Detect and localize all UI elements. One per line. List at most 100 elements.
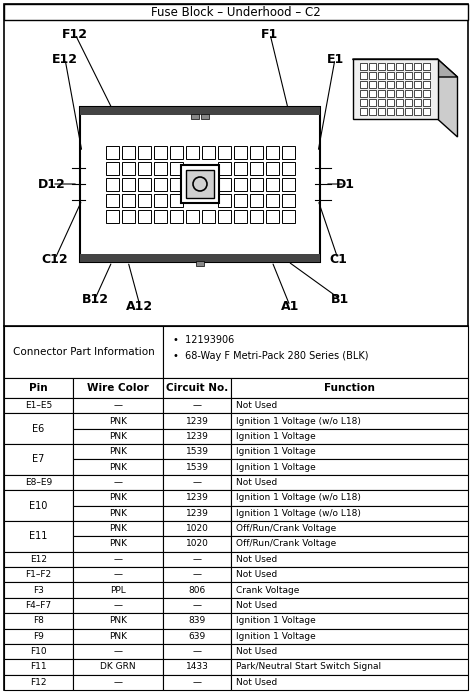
Bar: [4, 567, 73, 582]
Text: PNK: PNK: [109, 463, 127, 472]
Bar: [202, 146, 214, 158]
Bar: [73, 675, 163, 690]
Bar: [231, 598, 468, 613]
Text: —: —: [113, 401, 123, 410]
Text: F12: F12: [62, 28, 88, 40]
Bar: [163, 598, 231, 613]
Bar: [73, 459, 163, 475]
Text: A1: A1: [281, 300, 299, 312]
Bar: [169, 178, 183, 190]
Text: —: —: [113, 601, 123, 610]
Bar: [378, 90, 385, 97]
Bar: [265, 178, 278, 190]
Text: E10: E10: [29, 500, 48, 511]
Text: PNK: PNK: [109, 509, 127, 518]
Text: F10: F10: [30, 647, 47, 656]
Polygon shape: [438, 59, 457, 137]
Bar: [163, 582, 231, 598]
Bar: [73, 398, 163, 414]
Text: Ignition 1 Voltage: Ignition 1 Voltage: [236, 448, 316, 456]
Bar: [73, 629, 163, 644]
Bar: [137, 162, 151, 174]
Bar: [231, 490, 468, 505]
Text: Function: Function: [324, 383, 375, 393]
Text: F11: F11: [30, 663, 47, 672]
Text: PNK: PNK: [109, 616, 127, 625]
Bar: [4, 629, 73, 644]
Bar: [181, 165, 219, 203]
Bar: [163, 459, 231, 475]
Bar: [153, 162, 167, 174]
Bar: [396, 63, 403, 70]
Text: Off/Run/Crank Voltage: Off/Run/Crank Voltage: [236, 539, 336, 548]
Bar: [137, 210, 151, 223]
Bar: [231, 659, 468, 675]
Bar: [163, 429, 231, 444]
Bar: [414, 63, 421, 70]
Bar: [218, 210, 230, 223]
Bar: [218, 162, 230, 174]
Bar: [4, 675, 73, 690]
Text: Not Used: Not Used: [236, 647, 277, 656]
Bar: [369, 90, 376, 97]
Bar: [163, 475, 231, 490]
Text: •  68-Way F Metri-Pack 280 Series (BLK): • 68-Way F Metri-Pack 280 Series (BLK): [173, 351, 369, 361]
Text: C1: C1: [329, 253, 347, 266]
Text: F1–F2: F1–F2: [25, 570, 51, 579]
Text: Not Used: Not Used: [236, 478, 277, 487]
Bar: [369, 72, 376, 79]
Bar: [163, 675, 231, 690]
Bar: [414, 81, 421, 88]
Text: PNK: PNK: [109, 524, 127, 533]
Text: Ignition 1 Voltage (w/o L18): Ignition 1 Voltage (w/o L18): [236, 509, 361, 518]
Bar: [281, 146, 295, 158]
Bar: [137, 194, 151, 207]
Text: —: —: [193, 401, 202, 410]
Text: Fuse Block – Underhood – C2: Fuse Block – Underhood – C2: [151, 6, 321, 19]
Bar: [163, 644, 231, 659]
Bar: [80, 106, 320, 115]
Bar: [73, 567, 163, 582]
Bar: [137, 178, 151, 190]
Bar: [73, 414, 163, 429]
Text: Not Used: Not Used: [236, 601, 277, 610]
Bar: [106, 178, 118, 190]
Bar: [153, 178, 167, 190]
Text: PNK: PNK: [109, 448, 127, 456]
Text: Not Used: Not Used: [236, 555, 277, 564]
Bar: [387, 72, 394, 79]
Bar: [378, 63, 385, 70]
Text: Not Used: Not Used: [236, 678, 277, 687]
Text: Ignition 1 Voltage: Ignition 1 Voltage: [236, 616, 316, 625]
Bar: [80, 253, 320, 262]
Bar: [169, 194, 183, 207]
Bar: [169, 146, 183, 158]
Text: PNK: PNK: [109, 493, 127, 502]
Bar: [73, 444, 163, 459]
Text: Off/Run/Crank Voltage: Off/Run/Crank Voltage: [236, 524, 336, 533]
Bar: [163, 398, 231, 414]
Text: E1–E5: E1–E5: [25, 401, 52, 410]
Bar: [378, 99, 385, 106]
Bar: [234, 210, 246, 223]
Text: —: —: [193, 647, 202, 656]
Bar: [423, 108, 430, 115]
Bar: [353, 59, 438, 119]
Text: PNK: PNK: [109, 632, 127, 641]
Bar: [387, 81, 394, 88]
Polygon shape: [353, 59, 457, 77]
Bar: [186, 170, 214, 198]
Bar: [4, 613, 73, 629]
Bar: [121, 162, 135, 174]
Bar: [169, 210, 183, 223]
Text: D1: D1: [336, 178, 354, 190]
Text: 839: 839: [188, 616, 206, 625]
Bar: [423, 72, 430, 79]
Bar: [4, 378, 73, 398]
Bar: [405, 72, 412, 79]
Bar: [265, 194, 278, 207]
Text: B12: B12: [82, 292, 109, 305]
Bar: [250, 162, 262, 174]
Bar: [360, 63, 367, 70]
Bar: [378, 81, 385, 88]
